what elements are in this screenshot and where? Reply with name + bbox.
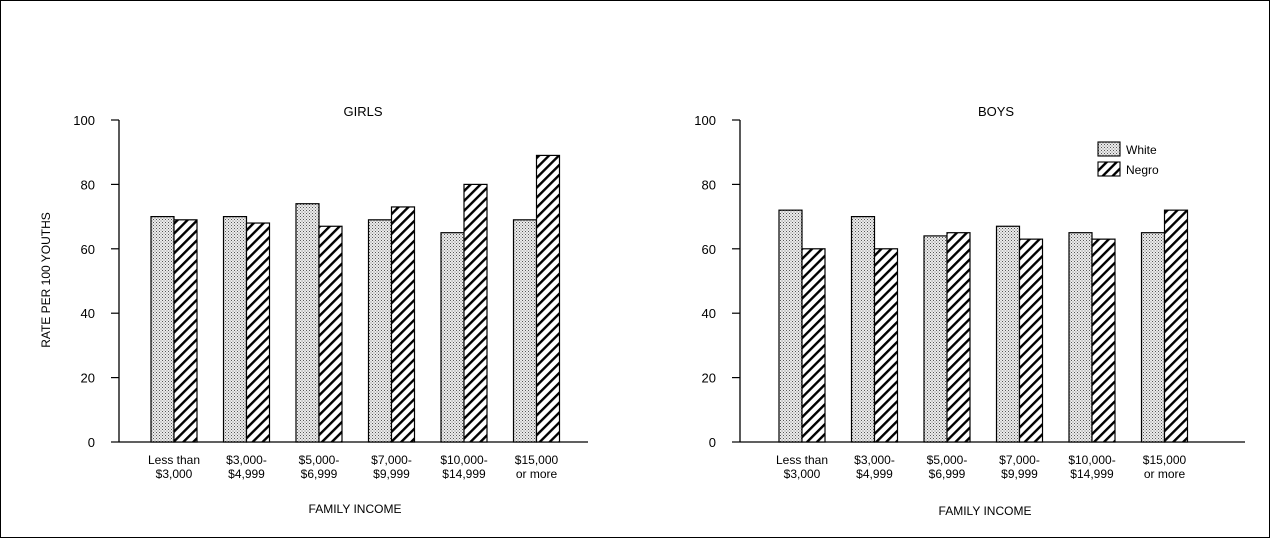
legend-swatch-negro <box>1097 161 1121 177</box>
y-tick-label: 20 <box>702 371 716 386</box>
category-label-line: $5,000- <box>299 453 340 467</box>
boys-chart: 0 20 40 60 80 100 BOYS Less than $3,000 $3,000-$4… <box>694 104 1245 518</box>
bar-white-1 <box>850 216 876 443</box>
category-label-line: $6,999 <box>929 467 966 481</box>
category-label-line: $5,000- <box>927 453 968 467</box>
bar-negro-2 <box>946 232 971 443</box>
bar-white-3 <box>995 225 1021 443</box>
category-label: $15,000 or more <box>1143 453 1187 481</box>
category-label: $5,000-$6,999 <box>299 453 340 481</box>
bar-negro-2 <box>318 225 343 443</box>
category-label-line: $7,000- <box>999 453 1040 467</box>
category-label-line: $10,000- <box>1068 453 1115 467</box>
chart-title: GIRLS <box>343 104 382 119</box>
y-tick-label: 0 <box>709 435 716 450</box>
y-tick-label: 100 <box>694 113 716 128</box>
category-label-line: $9,999 <box>373 467 410 481</box>
category-label: Less than $3,000 <box>776 453 828 481</box>
bar-negro-3 <box>390 206 416 443</box>
y-tick-label: 40 <box>702 306 716 321</box>
category-label: $15,000 or more <box>515 453 559 481</box>
chart-title: BOYS <box>978 104 1014 119</box>
bar-white-5 <box>512 219 538 443</box>
legend-label-white: White <box>1126 143 1157 157</box>
category-label-line: $6,999 <box>301 467 338 481</box>
category-label-line: $3,000 <box>784 467 821 481</box>
bar-negro-0 <box>173 219 198 443</box>
category-label-line: Less than <box>776 453 828 467</box>
bar-negro-4 <box>1091 238 1116 443</box>
category-label-line: $15,000 <box>515 453 559 467</box>
y-tick-label: 80 <box>702 177 716 192</box>
category-label: Less than $3,000 <box>148 453 200 481</box>
category-label-line: $9,999 <box>1001 467 1038 481</box>
bar-negro-3 <box>1018 238 1044 443</box>
x-axis-label: FAMILY INCOME <box>939 504 1032 518</box>
y-tick-label: 0 <box>88 435 95 450</box>
legend-swatch-white <box>1097 141 1121 157</box>
category-label: $5,000-$6,999 <box>927 453 968 481</box>
category-label-line: $3,000- <box>226 453 267 467</box>
bar-white-2 <box>295 203 320 443</box>
bar-white-5 <box>1140 232 1166 443</box>
category-label: $10,000-$14,999 <box>440 453 487 481</box>
category-label: $7,000-$9,999 <box>999 453 1040 481</box>
bar-white-4 <box>1068 232 1093 443</box>
bar-negro-5 <box>535 154 561 443</box>
bar-white-0 <box>778 209 803 443</box>
category-label-line: $7,000- <box>371 453 412 467</box>
category-label-line: $14,999 <box>442 467 486 481</box>
bar-white-2 <box>923 235 948 443</box>
bar-white-4 <box>440 232 465 443</box>
y-tick-label: 60 <box>81 242 95 257</box>
category-label-line: $15,000 <box>1143 453 1187 467</box>
category-label-line: $4,999 <box>856 467 893 481</box>
category-label-line: $3,000- <box>854 453 895 467</box>
category-label-line: $4,999 <box>228 467 265 481</box>
category-label-line: $10,000- <box>440 453 487 467</box>
category-label-line: or more <box>516 467 558 481</box>
bar-negro-1 <box>245 222 271 443</box>
y-tick-label: 100 <box>73 113 95 128</box>
legend: White Negro <box>1097 141 1159 177</box>
category-label: $3,000-$4,999 <box>226 453 267 481</box>
y-tick-label: 80 <box>81 177 95 192</box>
y-axis-label: RATE PER 100 YOUTHS <box>39 212 53 348</box>
category-label-line: $3,000 <box>156 467 193 481</box>
bar-white-1 <box>222 216 248 443</box>
y-tick-label: 40 <box>81 306 95 321</box>
y-tick-label: 20 <box>81 371 95 386</box>
category-label: $7,000-$9,999 <box>371 453 412 481</box>
legend-label-negro: Negro <box>1126 163 1159 177</box>
bar-white-3 <box>367 219 393 443</box>
bar-negro-5 <box>1163 209 1189 443</box>
category-label-line: or more <box>1144 467 1186 481</box>
x-axis-label: FAMILY INCOME <box>309 502 402 516</box>
bar-negro-4 <box>463 183 488 443</box>
bar-negro-0 <box>801 248 826 443</box>
category-label: $3,000-$4,999 <box>854 453 895 481</box>
bar-white-0 <box>150 216 175 443</box>
category-label-line: $14,999 <box>1070 467 1114 481</box>
y-tick-label: 60 <box>702 242 716 257</box>
category-label-line: Less than <box>148 453 200 467</box>
bar-negro-1 <box>873 248 899 443</box>
category-label: $10,000-$14,999 <box>1068 453 1115 481</box>
